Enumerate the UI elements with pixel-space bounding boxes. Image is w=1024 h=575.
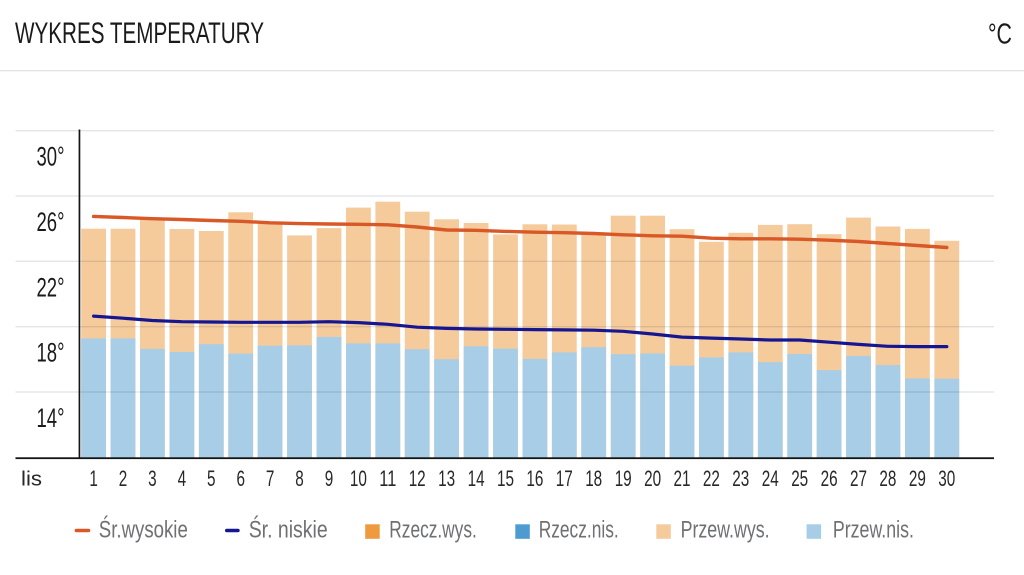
svg-text:23: 23 [732, 466, 749, 491]
svg-text:18: 18 [585, 466, 602, 491]
svg-text:22°: 22° [37, 272, 65, 302]
svg-text:7: 7 [266, 466, 275, 491]
svg-text:29: 29 [909, 466, 926, 491]
svg-text:Przew.wys.: Przew.wys. [681, 517, 770, 544]
svg-text:2: 2 [119, 466, 128, 491]
svg-text:10: 10 [350, 466, 367, 491]
svg-text:21: 21 [674, 466, 691, 491]
svg-text:25: 25 [791, 466, 808, 491]
svg-text:26°: 26° [37, 207, 65, 237]
svg-text:20: 20 [644, 466, 661, 491]
svg-text:26: 26 [821, 466, 838, 491]
svg-text:11: 11 [379, 466, 396, 491]
svg-text:Śr. niskie: Śr. niskie [249, 516, 328, 544]
svg-text:1: 1 [89, 466, 98, 491]
svg-text:24: 24 [762, 466, 779, 491]
svg-text:Śr.wysokie: Śr.wysokie [99, 516, 188, 544]
svg-text:16: 16 [526, 466, 543, 491]
svg-text:19: 19 [615, 466, 632, 491]
svg-text:5: 5 [207, 466, 216, 491]
svg-text:30°: 30° [37, 142, 65, 172]
svg-text:28: 28 [879, 466, 896, 491]
svg-text:3: 3 [148, 466, 157, 491]
svg-text:30: 30 [938, 466, 955, 491]
svg-text:Przew.nis.: Przew.nis. [833, 517, 914, 544]
svg-text:6: 6 [236, 466, 245, 491]
svg-text:°C: °C [988, 19, 1012, 51]
svg-text:14°: 14° [37, 403, 65, 433]
svg-text:Rzecz.nis.: Rzecz.nis. [539, 517, 619, 544]
svg-text:18°: 18° [37, 338, 65, 368]
svg-text:8: 8 [295, 466, 304, 491]
svg-text:22: 22 [703, 466, 720, 491]
svg-text:Rzecz.wys.: Rzecz.wys. [389, 517, 477, 544]
svg-text:15: 15 [497, 466, 514, 491]
svg-text:lis: lis [21, 469, 42, 491]
svg-text:14: 14 [468, 466, 485, 491]
svg-text:13: 13 [438, 466, 455, 491]
svg-text:12: 12 [409, 466, 426, 491]
svg-text:WYKRES TEMPERATURY: WYKRES TEMPERATURY [15, 17, 264, 50]
svg-text:27: 27 [850, 466, 867, 491]
svg-text:4: 4 [178, 466, 187, 491]
svg-text:9: 9 [325, 466, 334, 491]
svg-text:17: 17 [556, 466, 573, 491]
